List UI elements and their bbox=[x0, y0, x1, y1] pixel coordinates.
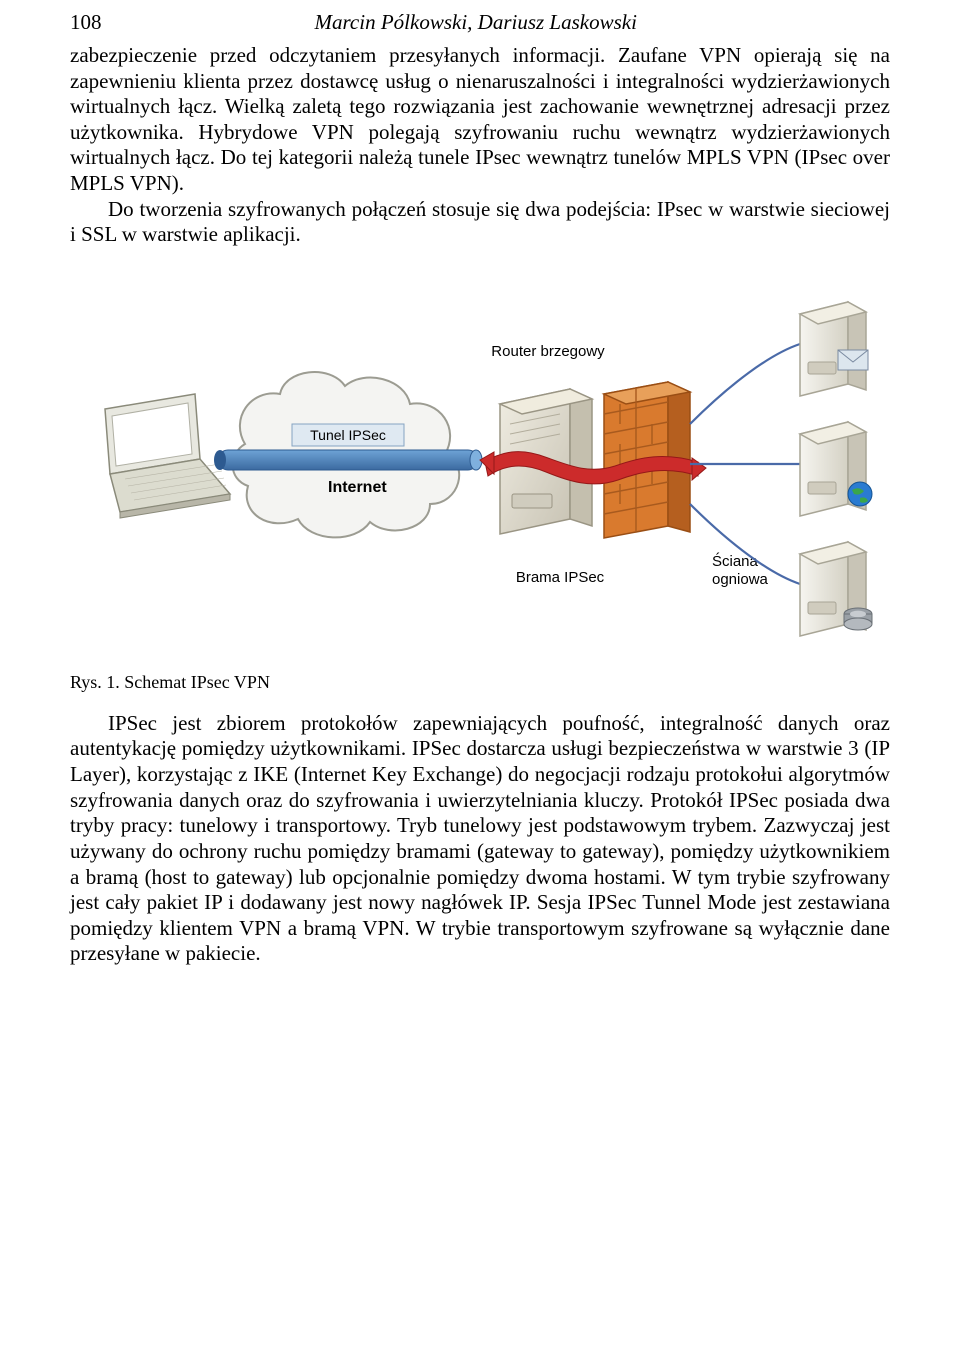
paragraph-1: zabezpieczenie przed odczytaniem przesył… bbox=[70, 43, 890, 197]
tunnel-label-text: Tunel IPSec bbox=[310, 427, 386, 443]
firewall-label: Ściana ogniowa bbox=[712, 552, 769, 588]
server-web-icon bbox=[800, 422, 872, 516]
running-header: 108 Marcin Pólkowski, Dariusz Laskowski bbox=[70, 10, 890, 35]
figure-ipsec-vpn: Tunel IPSec Internet Router brzegowy bbox=[70, 274, 890, 654]
page-number: 108 bbox=[70, 10, 102, 35]
server-storage-icon bbox=[800, 542, 872, 636]
gateway-label: Brama IPSec bbox=[516, 569, 605, 586]
authors: Marcin Pólkowski, Dariusz Laskowski bbox=[102, 10, 851, 35]
network-wires bbox=[690, 344, 800, 584]
router-label: Router brzegowy bbox=[491, 343, 605, 360]
laptop-icon bbox=[105, 394, 230, 518]
ipsec-diagram-svg: Tunel IPSec Internet Router brzegowy bbox=[70, 274, 890, 654]
server-mail-icon bbox=[800, 302, 868, 396]
figure-caption: Rys. 1. Schemat IPsec VPN bbox=[70, 672, 890, 693]
ipsec-tunnel-icon bbox=[214, 450, 482, 470]
internet-label: Internet bbox=[328, 479, 387, 496]
paragraph-3: IPSec jest zbiorem protokołów zapewniają… bbox=[70, 711, 890, 967]
tunnel-label: Tunel IPSec bbox=[292, 424, 404, 446]
paragraph-2: Do tworzenia szyfrowanych połączeń stosu… bbox=[70, 197, 890, 248]
